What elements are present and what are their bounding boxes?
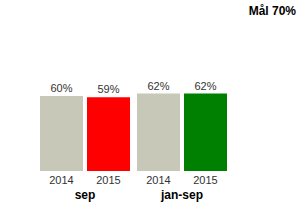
bars: [40, 96, 130, 171]
chart-root: Mål 70%60%201459%2015sep62%201462%2015ja…: [0, 0, 301, 212]
goal-title: Mål 70%: [249, 4, 297, 18]
data-label: 62%: [194, 80, 216, 92]
category-label: 2014: [146, 174, 170, 186]
data-label: 60%: [50, 82, 72, 94]
group-title: sep: [75, 188, 96, 202]
bars: [137, 94, 227, 172]
bar: [87, 97, 130, 171]
bar: [184, 94, 227, 172]
category-label: 2014: [49, 174, 73, 186]
data-label: 62%: [147, 80, 169, 92]
category-label: 2015: [193, 174, 217, 186]
data-label: 59%: [97, 83, 119, 95]
group-title: jan-sep: [160, 188, 203, 202]
bar: [137, 94, 180, 172]
category-label: 2015: [96, 174, 120, 186]
bar: [40, 96, 83, 171]
